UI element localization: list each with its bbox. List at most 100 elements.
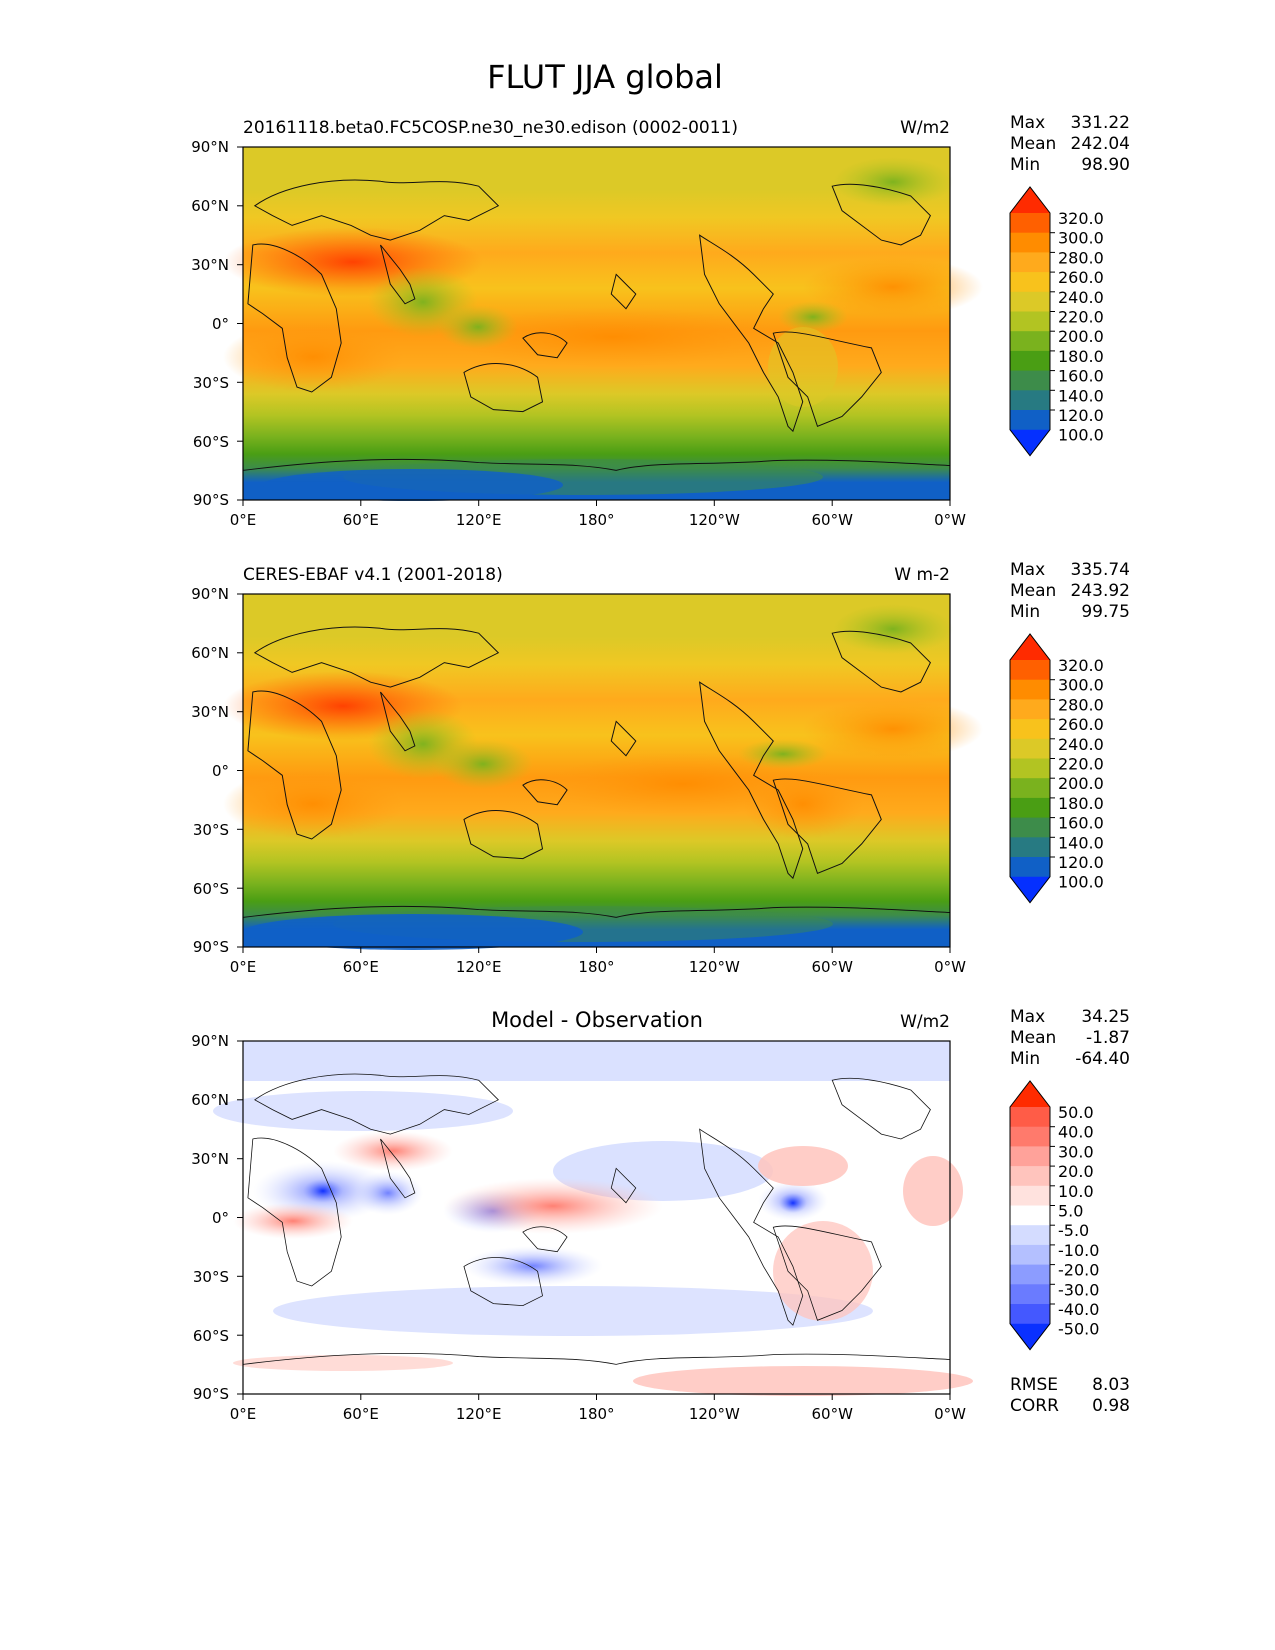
y-tick: 90°N <box>191 585 243 603</box>
x-tick: 60°W <box>811 1394 853 1423</box>
svg-text:0°E: 0°E <box>230 1405 257 1423</box>
corr-value: 0.98 <box>1092 1396 1130 1416</box>
colorbar-outline <box>1009 186 1051 457</box>
colorbar-extend-min <box>1010 876 1050 903</box>
svg-text:30°N: 30°N <box>191 703 229 721</box>
y-tick: 0° <box>212 1209 243 1227</box>
x-tick: 60°E <box>343 947 379 976</box>
svg-text:0°E: 0°E <box>230 511 257 529</box>
panel-units: W m-2 <box>894 565 950 585</box>
svg-text:120°W: 120°W <box>689 1405 740 1423</box>
colorbar: 320.0300.0280.0260.0240.0220.0200.0180.0… <box>1009 186 1104 457</box>
y-tick: 60°N <box>191 197 243 215</box>
stat-value: 98.90 <box>1081 155 1130 175</box>
x-tick: 120°W <box>689 947 740 976</box>
svg-text:120°E: 120°E <box>456 958 502 976</box>
colorbar-label: 20.0 <box>1058 1162 1094 1181</box>
svg-text:60°N: 60°N <box>191 1091 229 1109</box>
stat-value: 335.74 <box>1071 560 1130 580</box>
stat-label: Min <box>1010 1049 1040 1069</box>
svg-text:60°W: 60°W <box>811 1405 853 1423</box>
x-tick: 0°E <box>230 1394 257 1423</box>
y-tick: 60°S <box>193 1327 243 1345</box>
svg-text:0°W: 0°W <box>934 958 966 976</box>
stat-label: Max <box>1010 560 1045 580</box>
colorbar-segment <box>1010 291 1050 312</box>
svg-text:90°N: 90°N <box>191 138 229 156</box>
footer-stats: RMSE 8.03 CORR 0.98 <box>1010 1375 1130 1416</box>
colorbar-segment <box>1010 1304 1050 1325</box>
stat-value: 243.92 <box>1071 581 1130 601</box>
colorbar-label: -30.0 <box>1058 1280 1099 1299</box>
y-tick: 90°S <box>193 1385 243 1403</box>
svg-text:120°E: 120°E <box>456 1405 502 1423</box>
panel-units: W/m2 <box>900 1012 950 1032</box>
stat-label: Max <box>1010 113 1045 133</box>
stat-value: 99.75 <box>1081 602 1130 622</box>
svg-text:0°E: 0°E <box>230 958 257 976</box>
y-axis: 90°N 60°N 30°N 0° 30°S 60°S 90°S <box>191 1032 243 1403</box>
colorbar-segment <box>1010 778 1050 799</box>
stat-value: -64.40 <box>1075 1049 1130 1069</box>
stat-value: 242.04 <box>1071 134 1130 154</box>
colorbar-label: 240.0 <box>1058 288 1104 307</box>
colorbar-label: 120.0 <box>1058 853 1104 872</box>
map-field <box>223 593 983 950</box>
colorbar-segment <box>1010 350 1050 372</box>
colorbar-segment <box>1010 857 1050 878</box>
svg-text:30°S: 30°S <box>193 374 229 392</box>
svg-text:120°W: 120°W <box>689 958 740 976</box>
x-tick: 120°W <box>689 500 740 529</box>
y-tick: 0° <box>212 315 243 333</box>
colorbar-label: 140.0 <box>1058 833 1104 852</box>
colorbar-segment <box>1010 719 1050 740</box>
colorbar-segment <box>1010 817 1050 838</box>
x-tick: 60°E <box>343 500 379 529</box>
stats-block: Max 335.74 Mean 243.92 Min 99.75 <box>1010 560 1130 622</box>
x-axis: 0°E 60°E 120°E 180° 120°W 60°W 0°W <box>230 1394 966 1423</box>
colorbar-extend-max <box>1010 634 1050 660</box>
colorbar-extend-min <box>1010 1323 1050 1350</box>
svg-text:180°: 180° <box>578 958 614 976</box>
svg-text:120°W: 120°W <box>689 511 740 529</box>
svg-text:90°S: 90°S <box>193 938 229 956</box>
y-tick: 30°N <box>191 256 243 274</box>
colorbar-label: 320.0 <box>1058 209 1104 228</box>
x-tick: 180° <box>578 500 615 529</box>
colorbar-label: 300.0 <box>1058 229 1104 248</box>
stat-label: Min <box>1010 602 1040 622</box>
colorbar-label: 180.0 <box>1058 794 1104 813</box>
svg-text:90°S: 90°S <box>193 1385 229 1403</box>
colorbar-segment <box>1010 272 1050 293</box>
y-axis: 90°N 60°N 30°N 0° 30°S 60°S 90°S <box>191 585 243 956</box>
colorbar-extend-max <box>1010 187 1050 213</box>
panel-center-title: Model - Observation <box>491 1008 703 1032</box>
colorbar-label: 120.0 <box>1058 406 1104 425</box>
y-tick: 90°S <box>193 938 243 956</box>
stat-label: Mean <box>1010 581 1056 601</box>
svg-text:180°: 180° <box>578 511 614 529</box>
colorbar-label: 50.0 <box>1058 1103 1094 1122</box>
y-tick: 30°S <box>193 374 243 392</box>
svg-text:0°: 0° <box>212 762 229 780</box>
svg-text:60°S: 60°S <box>193 1327 229 1345</box>
figure-title: FLUT JJA global <box>487 58 723 96</box>
colorbar-label: 180.0 <box>1058 347 1104 366</box>
colorbar-segment <box>1010 1146 1050 1167</box>
colorbar: 320.0300.0280.0260.0240.0220.0200.0180.0… <box>1009 633 1104 904</box>
map-field <box>223 146 983 501</box>
colorbar-segment <box>1010 252 1050 273</box>
x-tick: 120°E <box>456 1394 502 1423</box>
svg-text:60°E: 60°E <box>343 511 379 529</box>
svg-text:60°E: 60°E <box>343 958 379 976</box>
colorbar-label: 260.0 <box>1058 268 1104 287</box>
colorbar-label: -40.0 <box>1058 1300 1099 1319</box>
colorbar-label: -10.0 <box>1058 1241 1099 1260</box>
svg-text:60°N: 60°N <box>191 197 229 215</box>
colorbar-label: 280.0 <box>1058 695 1104 714</box>
panel-left-title: CERES-EBAF v4.1 (2001-2018) <box>243 565 503 585</box>
svg-text:90°S: 90°S <box>193 491 229 509</box>
svg-text:60°S: 60°S <box>193 433 229 451</box>
colorbar-label: 260.0 <box>1058 715 1104 734</box>
